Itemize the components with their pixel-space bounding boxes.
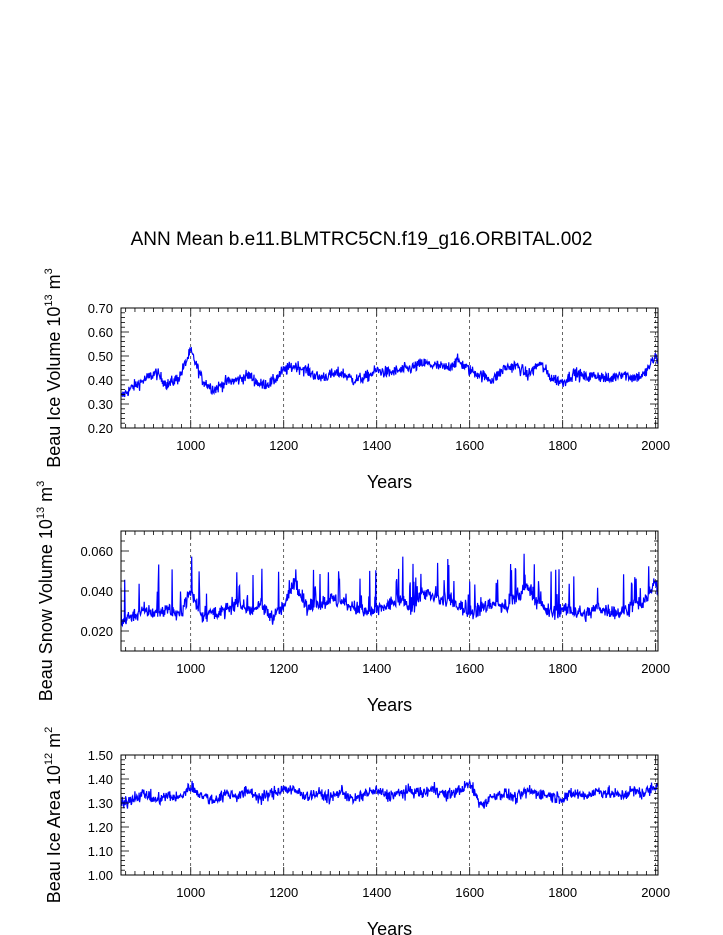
plot-frame <box>120 530 659 652</box>
x-tick-label: 2000 <box>641 661 670 676</box>
y-tick-label: 0.040 <box>80 584 113 599</box>
y-tick-label: 0.40 <box>88 373 113 388</box>
y-tick-label: 1.10 <box>88 844 113 859</box>
plot-frame <box>120 307 659 429</box>
y-tick-label: 1.50 <box>88 748 113 763</box>
panel-ice-area: 1000 1200 1400 1600 1800 2000 1.00 1.10 1.20 1.30… <box>43 727 670 935</box>
x-axis-label: Years <box>367 472 412 492</box>
x-tick-label: 1600 <box>455 438 484 453</box>
x-tick-label: 1000 <box>176 438 205 453</box>
panel-ice-volume: 1000 1200 1400 1600 1800 2000 0.20 0.30 0.40 0.50… <box>43 268 670 492</box>
x-tick-label: 1400 <box>362 885 391 900</box>
y-tick-label: 1.00 <box>88 868 113 883</box>
y-tick-label: 0.70 <box>88 301 113 316</box>
y-tick-label: 1.20 <box>88 820 113 835</box>
panel-snow-volume: 1000 1200 1400 1600 1800 2000 0.020 0.040 0.060 Y… <box>35 481 670 715</box>
x-tick-label: 1400 <box>362 438 391 453</box>
y-axis-label: Beau Ice Area 1012 m2 <box>43 727 64 903</box>
y-tick-label: 0.020 <box>80 624 113 639</box>
y-tick-label: 0.060 <box>80 544 113 559</box>
y-axis-label: Beau Snow Volume 1013 m3 <box>35 481 56 702</box>
y-tick-label: 0.20 <box>88 421 113 436</box>
x-tick-label: 1200 <box>269 885 298 900</box>
y-axis-label: Beau Ice Volume 1013 m3 <box>43 268 64 468</box>
series-line <box>120 553 659 628</box>
x-tick-label: 1200 <box>269 661 298 676</box>
x-tick-label: 1200 <box>269 438 298 453</box>
x-axis-label: Years <box>367 919 412 935</box>
x-tick-label: 1800 <box>548 438 577 453</box>
y-tick-label: 0.30 <box>88 397 113 412</box>
figure-title: ANN Mean b.e11.BLMTRC5CN.f19_g16.ORBITAL… <box>130 229 593 250</box>
x-tick-label: 2000 <box>641 438 670 453</box>
y-tick-label: 1.40 <box>88 772 113 787</box>
plot-frame <box>120 754 659 876</box>
series-line <box>120 346 659 398</box>
x-tick-label: 1600 <box>455 885 484 900</box>
x-axis-label: Years <box>367 695 412 715</box>
x-tick-label: 2000 <box>641 885 670 900</box>
x-tick-label: 1800 <box>548 661 577 676</box>
x-tick-label: 1000 <box>176 661 205 676</box>
x-tick-label: 1800 <box>548 885 577 900</box>
x-tick-label: 1000 <box>176 885 205 900</box>
y-tick-label: 0.50 <box>88 349 113 364</box>
y-tick-label: 1.30 <box>88 796 113 811</box>
y-tick-label: 0.60 <box>88 325 113 340</box>
x-tick-label: 1600 <box>455 661 484 676</box>
series-line <box>120 779 659 809</box>
x-tick-label: 1400 <box>362 661 391 676</box>
